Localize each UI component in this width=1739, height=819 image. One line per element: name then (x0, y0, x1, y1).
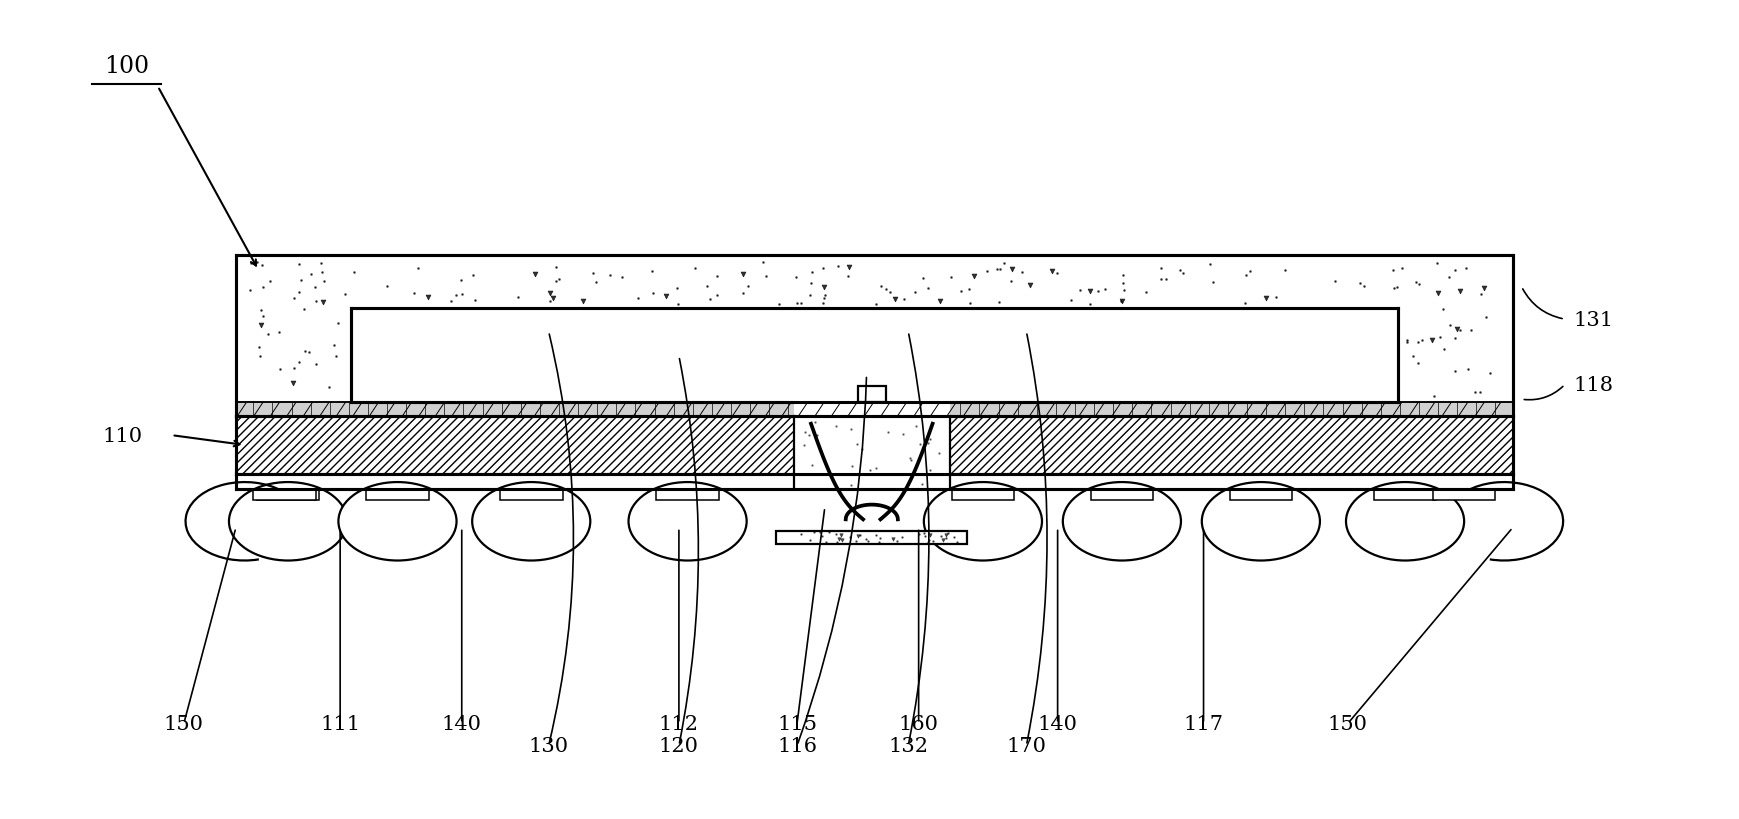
Text: 112: 112 (659, 714, 699, 733)
Text: 160: 160 (897, 714, 937, 733)
Text: 140: 140 (442, 714, 482, 733)
Bar (1431, 490, 1494, 500)
Text: 117: 117 (1183, 714, 1223, 733)
Bar (237, 416, 1511, 475)
Ellipse shape (923, 482, 1042, 561)
Ellipse shape (628, 482, 746, 561)
Text: 131: 131 (1572, 310, 1612, 329)
Bar (237, 256, 1511, 416)
Text: 150: 150 (1327, 714, 1367, 733)
Text: 150: 150 (163, 714, 203, 733)
Bar (776, 531, 967, 544)
Text: 110: 110 (103, 426, 143, 445)
Text: 111: 111 (320, 714, 360, 733)
Bar (1374, 490, 1435, 500)
Bar (237, 403, 1511, 416)
Bar (1090, 490, 1153, 500)
Ellipse shape (230, 482, 346, 561)
Ellipse shape (1346, 482, 1462, 561)
Bar (254, 490, 316, 500)
Bar (1229, 490, 1292, 500)
Ellipse shape (1202, 482, 1320, 561)
Bar (365, 490, 428, 500)
Bar (951, 490, 1014, 500)
Bar (237, 475, 1511, 490)
Ellipse shape (337, 482, 456, 561)
Text: 140: 140 (1036, 714, 1076, 733)
Bar (793, 415, 949, 476)
Bar (237, 416, 1511, 475)
Text: 130: 130 (529, 736, 569, 755)
Bar (857, 387, 885, 403)
Bar (257, 490, 320, 500)
Text: 118: 118 (1572, 376, 1612, 395)
Bar (499, 490, 562, 500)
Bar (656, 490, 718, 500)
Bar (793, 363, 949, 417)
Bar (351, 309, 1396, 403)
Ellipse shape (1063, 482, 1181, 561)
Text: 132: 132 (887, 736, 927, 755)
Text: 120: 120 (659, 736, 699, 755)
Text: 100: 100 (104, 55, 150, 78)
Text: 115: 115 (777, 714, 817, 733)
Text: 116: 116 (777, 736, 817, 755)
Ellipse shape (471, 482, 590, 561)
Text: 170: 170 (1005, 736, 1045, 755)
